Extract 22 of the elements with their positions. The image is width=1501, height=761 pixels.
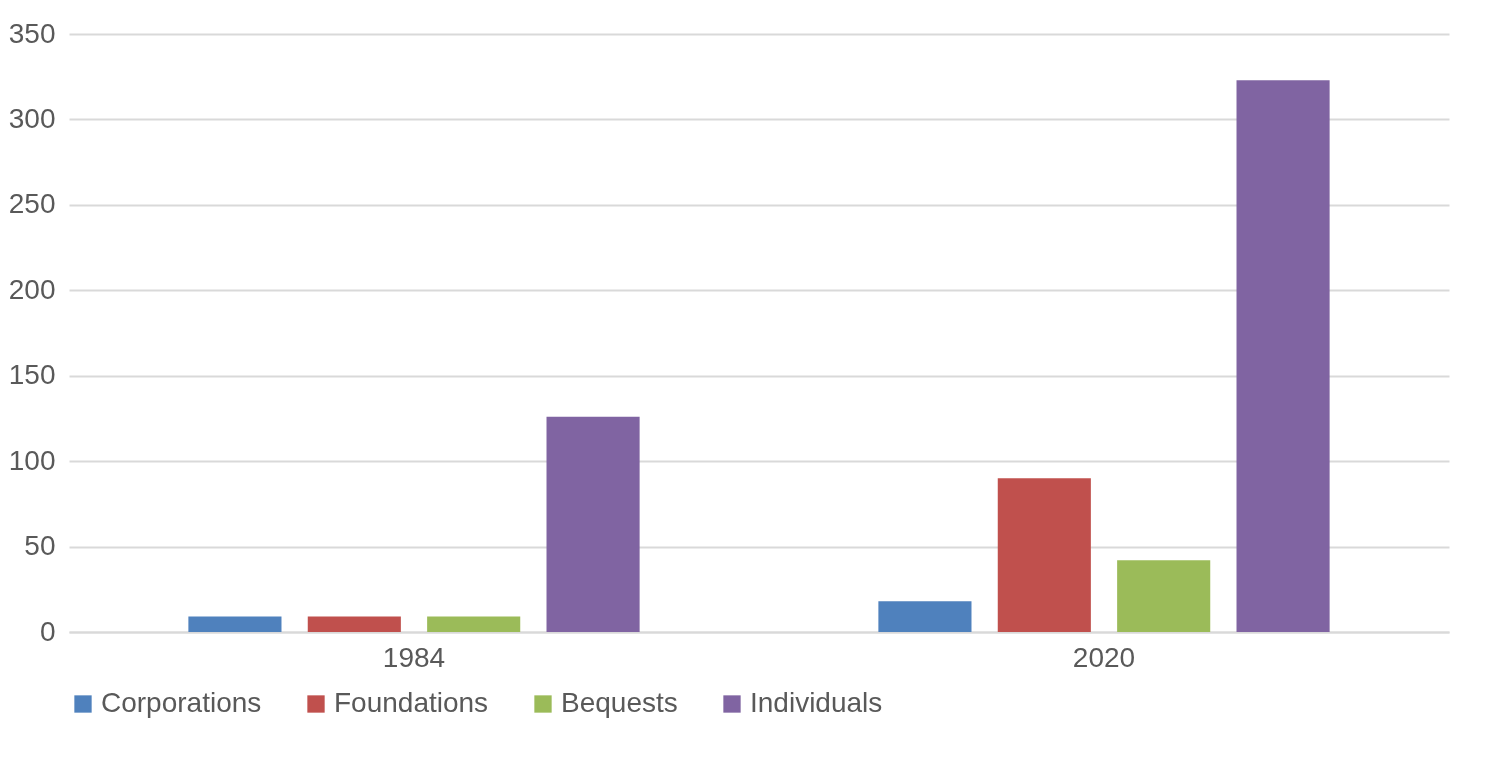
bar [997,478,1091,632]
bar [546,416,640,632]
bar [307,616,401,632]
bar [427,616,521,632]
bar [878,601,972,632]
legend-label: Bequests [561,687,678,718]
y-tick-label: 150 [8,359,56,391]
y-tick-label: 50 [24,530,56,562]
y-tick-label: 300 [8,102,56,134]
legend-label: Individuals [750,687,883,718]
bar [188,616,282,632]
x-tick-label: 1984 [382,641,446,673]
x-tick-label: 2020 [1072,641,1136,673]
bar [1117,560,1211,632]
y-tick-label: 250 [8,188,56,220]
y-tick-label: 100 [8,444,56,476]
legend-label: Foundations [334,687,489,718]
y-tick-label: 350 [8,17,56,49]
bar [1236,80,1330,632]
y-tick-label: 200 [8,273,56,305]
y-tick-label: 0 [39,615,56,647]
legend-label: Corporations [101,687,262,718]
